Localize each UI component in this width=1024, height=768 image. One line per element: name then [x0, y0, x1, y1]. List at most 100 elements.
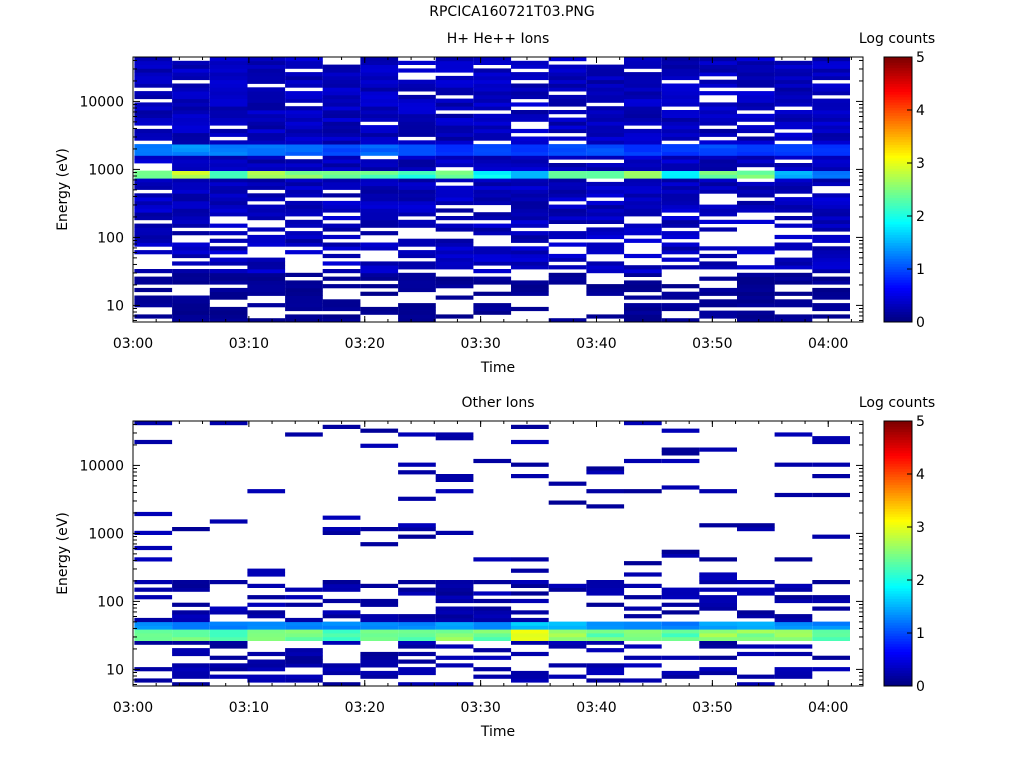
heatmap-cell — [285, 238, 323, 243]
panel1-title: H+ He++ Ions — [447, 31, 550, 47]
heatmap-cell — [661, 591, 700, 596]
heatmap-cell — [661, 102, 700, 107]
heatmap-cell — [586, 113, 625, 118]
heatmap-cell — [435, 147, 474, 153]
heatmap-cell — [398, 242, 436, 247]
heatmap-cell — [511, 291, 549, 296]
heatmap-cell — [172, 621, 210, 626]
heatmap-cell — [737, 106, 775, 111]
heatmap-cell — [661, 485, 700, 490]
heatmap-cell — [774, 204, 813, 209]
heatmap-cell — [812, 197, 850, 202]
heatmap-cell — [398, 144, 436, 149]
heatmap-cell — [209, 276, 248, 281]
colorbar-segment — [884, 458, 912, 462]
heatmap-cell — [624, 189, 662, 194]
heatmap-cell — [699, 68, 737, 73]
heatmap-cell — [398, 166, 436, 171]
heatmap-cell — [172, 166, 210, 171]
heatmap-cell — [511, 219, 549, 224]
heatmap-cell — [586, 583, 625, 588]
heatmap-cell — [661, 151, 700, 156]
heatmap-cell — [134, 617, 173, 623]
colorbar-segment — [884, 110, 912, 114]
heatmap-cell — [586, 636, 625, 641]
heatmap-cell — [322, 159, 361, 164]
heatmap-cell — [473, 102, 512, 107]
heatmap-cell — [134, 557, 173, 562]
heatmap-cell — [548, 174, 587, 179]
heatmap-cell — [435, 117, 474, 122]
colorbar-segment — [884, 617, 912, 621]
heatmap-cell — [548, 75, 587, 81]
heatmap-cell — [134, 242, 173, 247]
heatmap-cell — [586, 504, 625, 509]
heatmap-cell — [285, 83, 323, 88]
heatmap-cell — [473, 625, 512, 630]
heatmap-cell — [285, 648, 323, 653]
colorbar-segment — [884, 279, 912, 283]
heatmap-cell — [134, 128, 173, 134]
heatmap-cell — [774, 136, 813, 141]
heatmap-cell — [699, 303, 737, 308]
heatmap-cell — [511, 159, 549, 164]
heatmap-cell — [812, 181, 850, 187]
heatmap-cell — [247, 147, 286, 153]
heatmap-cell — [398, 128, 436, 134]
colorbar-segment — [884, 57, 912, 61]
heatmap-cell — [473, 629, 512, 634]
heatmap-cell — [360, 670, 399, 676]
heatmap-cell — [699, 587, 737, 592]
heatmap-cell — [398, 197, 436, 202]
colorbar-segment — [884, 115, 912, 119]
heatmap-cell — [247, 121, 286, 126]
heatmap-cell — [548, 170, 587, 175]
heatmap-cell — [247, 159, 286, 164]
colorbar-segment — [884, 622, 912, 626]
heatmap-cell — [699, 557, 737, 562]
heatmap-cell — [360, 132, 399, 137]
x-tick-label: 03:10 — [229, 336, 269, 352]
heatmap-cell — [322, 299, 361, 304]
heatmap-cell — [586, 242, 625, 247]
heatmap-cell — [473, 310, 512, 315]
heatmap-cell — [247, 57, 286, 62]
heatmap-cell — [511, 136, 549, 141]
heatmap-cell — [812, 492, 850, 498]
heatmap-cell — [699, 204, 737, 209]
heatmap-cell — [548, 629, 587, 634]
heatmap-cell — [247, 144, 286, 149]
heatmap-cell — [134, 83, 173, 88]
heatmap-cell — [624, 128, 662, 134]
heatmap-cell — [624, 166, 662, 171]
heatmap-cell — [661, 602, 700, 607]
heatmap-cell — [322, 98, 361, 103]
y-tick-label: 1000 — [88, 162, 124, 178]
heatmap-cell — [737, 310, 775, 315]
heatmap-cell — [473, 246, 512, 251]
colorbar-segment — [884, 521, 912, 525]
heatmap-cell — [322, 284, 361, 289]
heatmap-cell — [548, 193, 587, 198]
heatmap-cell — [586, 219, 625, 224]
heatmap-cell — [624, 561, 662, 566]
heatmap-cell — [247, 276, 286, 281]
heatmap-cell — [209, 625, 248, 630]
heatmap-cell — [624, 79, 662, 84]
heatmap-cell — [360, 617, 399, 623]
heatmap-cell — [247, 663, 286, 668]
heatmap-cell — [209, 155, 248, 160]
heatmap-cell — [774, 299, 813, 304]
heatmap-cell — [398, 496, 436, 501]
colorbar-segment — [884, 633, 912, 637]
heatmap-cell — [285, 318, 323, 323]
heatmap-cell — [134, 64, 173, 69]
heatmap-cell — [812, 212, 850, 217]
colorbar-segment — [884, 550, 912, 554]
heatmap-cell — [812, 128, 850, 134]
heatmap-cell — [322, 223, 361, 228]
heatmap-cell — [511, 75, 549, 81]
heatmap-cell — [699, 159, 737, 164]
heatmap-cell — [322, 163, 361, 168]
heatmap-cell — [209, 287, 248, 293]
